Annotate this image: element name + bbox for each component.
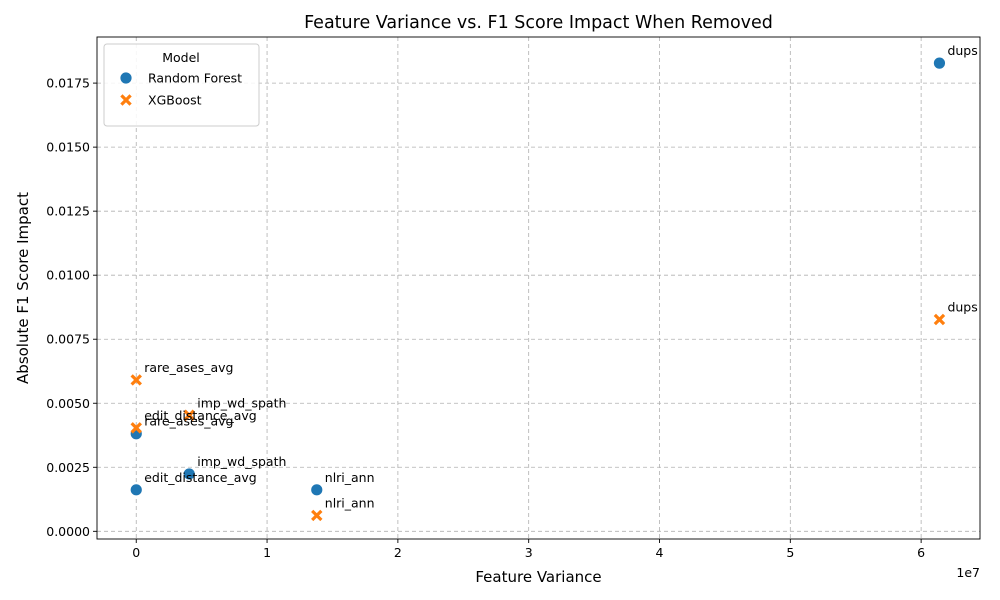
y-tick-label: 0.0125 [46, 204, 90, 219]
point-annotation: dups [947, 43, 977, 58]
point-annotation: rare_ases_avg [144, 360, 233, 375]
legend-marker [119, 71, 133, 85]
point-annotation: imp_wd_spath [197, 454, 286, 469]
legend-items: Random Forest XGBoost [119, 71, 242, 108]
x-tick-label: 3 [525, 545, 533, 560]
x-axis-offset-label: 1e7 [956, 565, 980, 580]
y-tick-label: 0.0075 [46, 332, 90, 347]
xgboost-point [311, 509, 323, 522]
y-tick-label: 0.0025 [46, 460, 90, 475]
x-tick-label: 5 [786, 545, 794, 560]
point-annotation: nlri_ann [325, 470, 375, 485]
plot-area-frame [96, 36, 981, 540]
y-tick-label: 0.0100 [46, 268, 90, 283]
xgboost-point [183, 409, 195, 422]
random-forest-point [933, 56, 946, 70]
legend-marker [120, 94, 132, 106]
legend-box [103, 43, 260, 127]
axis-ticks: 0 1 2 3 4 5 6 0.0000 0.0025 0.0050 0.0075 0.0100 0.0… [46, 76, 925, 560]
point-annotations: dupsrare_ases_avgimp_wd_spathedit_distan… [144, 43, 978, 510]
x-tick-label: 4 [656, 545, 664, 560]
y-tick-label: 0.0175 [46, 76, 90, 91]
xgboost-point [933, 313, 946, 326]
y-tick-label: 0.0050 [46, 396, 90, 411]
point-annotation: imp_wd_spath [197, 395, 286, 410]
y-axis-label: Absolute F1 Score Impact [14, 192, 32, 384]
legend: Model Random Forest XGBoost [103, 43, 260, 127]
random-forest-point [182, 467, 196, 481]
legend-title: Model [162, 50, 200, 65]
data-points [129, 56, 946, 522]
x-axis-label: Feature Variance [475, 568, 601, 586]
chart-title: Feature Variance vs. F1 Score Impact Whe… [304, 13, 773, 33]
random-forest-point [310, 483, 324, 497]
xgboost-point [130, 374, 142, 386]
point-annotation: nlri_ann [325, 495, 375, 510]
point-annotation: rare_ases_avg [144, 414, 233, 429]
point-annotation: edit_distance_avg [144, 470, 256, 485]
legend-label: Random Forest [148, 71, 242, 86]
xgboost-point [130, 422, 142, 434]
x-tick-label: 0 [132, 545, 140, 560]
x-tick-label: 2 [394, 545, 402, 560]
x-tick-label: 6 [917, 545, 925, 560]
random-forest-point [129, 483, 143, 497]
y-tick-label: 0.0150 [46, 140, 90, 155]
legend-label: XGBoost [148, 93, 202, 108]
x-tick-label: 1 [263, 545, 271, 560]
point-annotation: edit_distance_avg [144, 408, 256, 423]
point-annotation: dups [947, 300, 977, 315]
y-tick-label: 0.0000 [46, 524, 90, 539]
